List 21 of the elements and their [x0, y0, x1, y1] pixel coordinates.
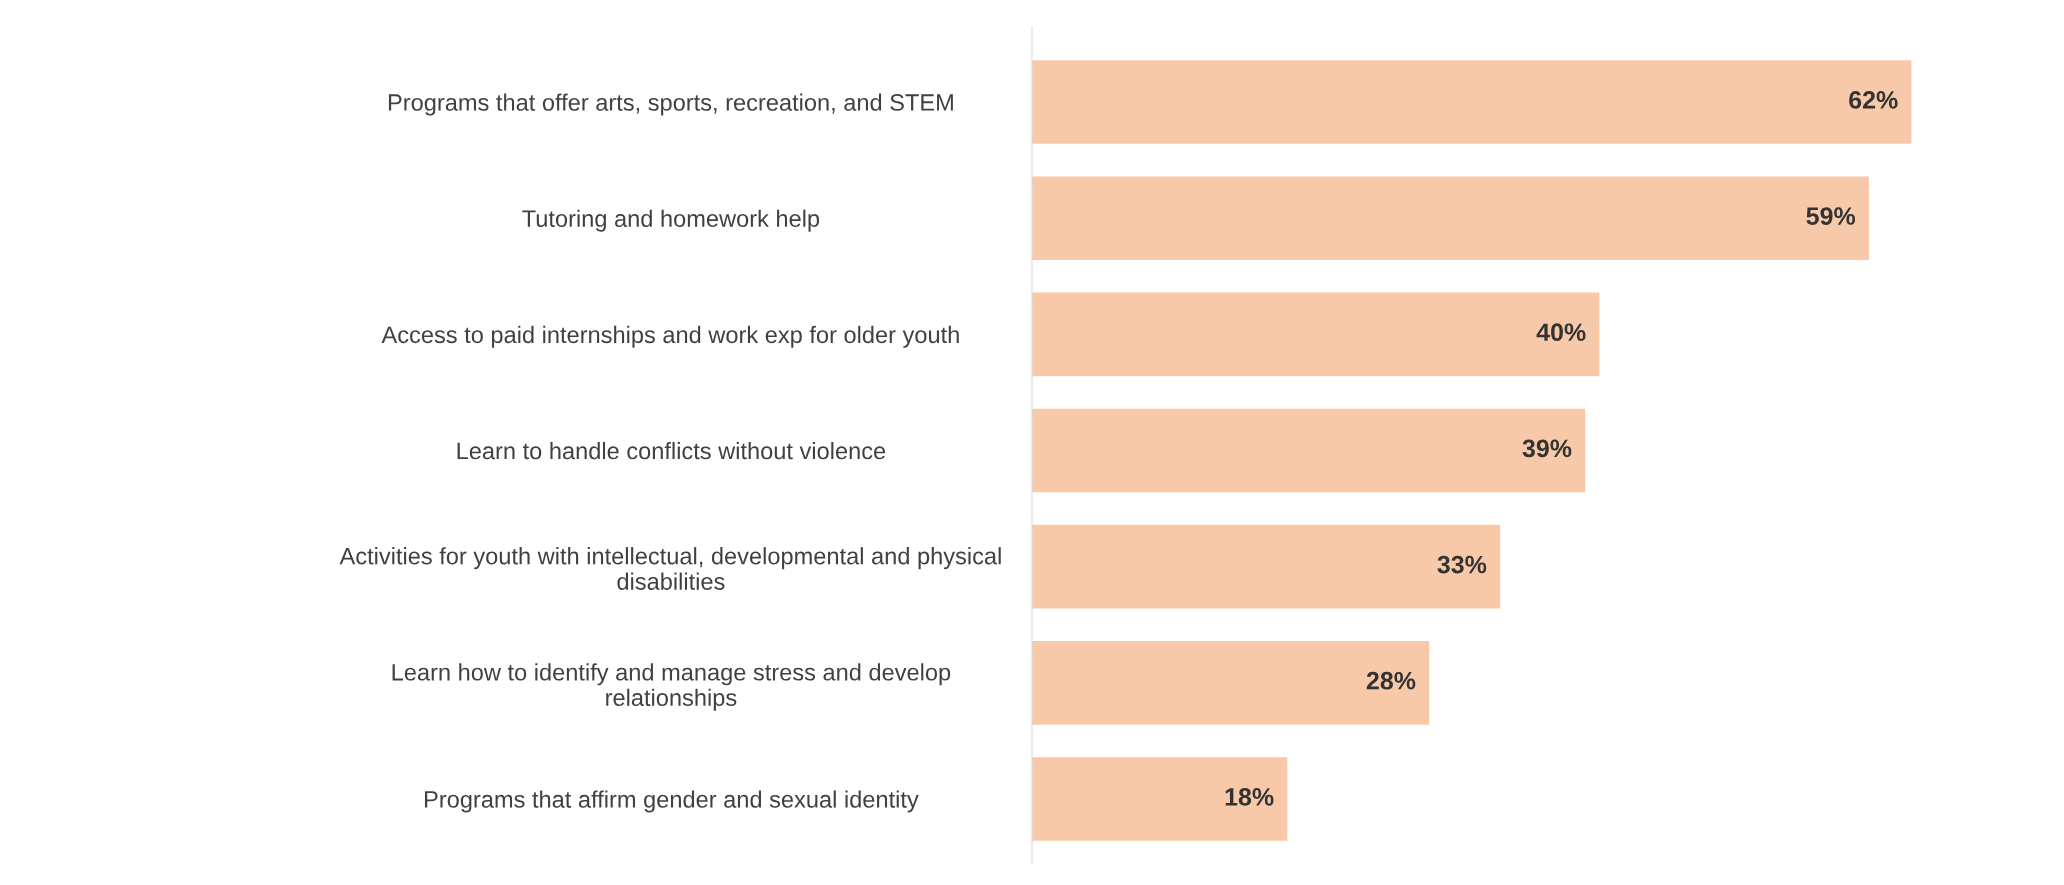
data-label: 59%	[1806, 207, 1856, 225]
data-label: 62%	[1849, 91, 1898, 109]
y-tick-label: Programs that affirm gender and sexual identity	[425, 790, 919, 813]
bar	[1032, 176, 1869, 261]
bar	[1032, 60, 1912, 144]
bar	[1032, 408, 1586, 493]
data-label: 28%	[1366, 671, 1416, 690]
y-tick-label: Learn how to identify and manage stress and develop relationships	[392, 663, 951, 711]
y-tick-label: Programs that offer arts, sports, recreation, and STEM	[388, 93, 953, 116]
data-label: 33%	[1437, 555, 1487, 574]
bar	[1032, 292, 1600, 377]
data-label: 40%	[1536, 323, 1586, 342]
data-label: 18%	[1225, 788, 1274, 806]
data-label: 39%	[1522, 439, 1572, 458]
y-tick-label: Access to paid internships and work exp for older youth	[381, 325, 959, 348]
y-tick-label: Learn to handle conflicts without violence	[457, 441, 886, 460]
bar	[1032, 757, 1288, 841]
y-tick-label: Tutoring and homework help	[522, 209, 820, 232]
bar	[1032, 524, 1501, 609]
y-tick-label: Activities for youth with intellectual, developmental and physical disabilities	[339, 547, 1001, 590]
bar	[1032, 641, 1430, 725]
